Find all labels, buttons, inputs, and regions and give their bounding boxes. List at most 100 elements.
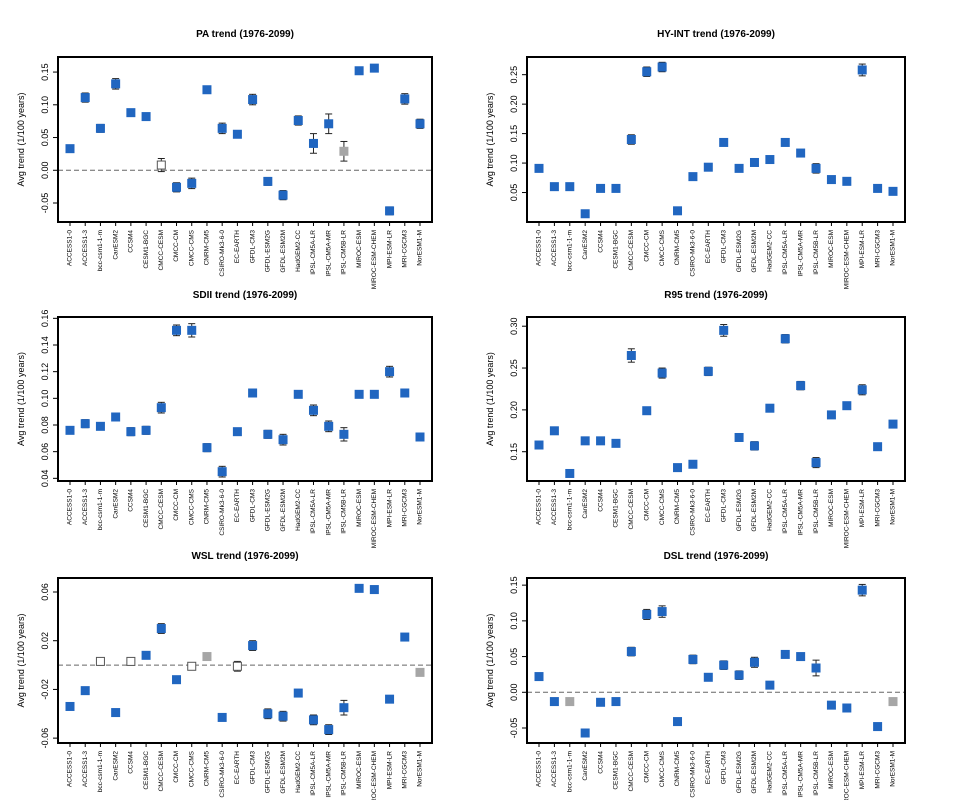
x-tick-label: ACCESS1-0 (536, 751, 543, 788)
x-tick-label: MPI-ESM-LR (386, 230, 393, 269)
x-tick-label: EC-EARTH (234, 489, 241, 522)
x-tick-label: CMCC-CM (643, 230, 650, 262)
point (626, 135, 636, 144)
point (796, 148, 806, 158)
y-tick-label: 0.12 (40, 363, 50, 381)
point (703, 162, 713, 172)
point (126, 427, 136, 437)
point (415, 119, 425, 129)
point (534, 672, 544, 682)
x-tick-label: IPSL-CM5B-LR (813, 751, 820, 796)
point (780, 334, 790, 344)
point (339, 703, 349, 713)
point (842, 401, 852, 411)
point (811, 163, 821, 173)
y-tick-label: 0.08 (40, 416, 50, 434)
x-tick-label: MRI-CGCM3 (402, 230, 409, 268)
point (749, 441, 759, 451)
x-tick-label: CMCC-CESM (158, 230, 165, 270)
x-tick-label: IPSL-CM5A-LR (782, 751, 789, 796)
x-tick-label: IPSL-CM5A-MR (325, 489, 332, 536)
point (534, 163, 544, 173)
x-tick-label: bcc-csm1-1-m (97, 489, 104, 530)
point (111, 412, 121, 422)
y-tick-label: 0.05 (509, 648, 519, 666)
chart-title: SDII trend (1976-2099) (193, 290, 298, 301)
x-tick-label: GFDL-CM3 (720, 751, 727, 785)
point (719, 325, 729, 335)
point (232, 427, 242, 437)
x-tick-label: GFDL-CM3 (720, 230, 727, 264)
x-tick-label: NorESM1-M (417, 489, 424, 525)
y-tick-label: 0.25 (509, 359, 519, 377)
chart-title: HY-INT trend (1976-2099) (657, 29, 775, 40)
x-tick-label: IPSL-CM5B-LR (341, 230, 348, 275)
point (278, 711, 288, 721)
point (95, 421, 105, 431)
y-tick-label: 0.05 (509, 184, 519, 202)
x-tick-label: CanESM2 (112, 230, 119, 260)
y-tick-label: 0.10 (509, 612, 519, 630)
y-tick-label: 0.10 (40, 390, 50, 408)
point (734, 163, 744, 173)
x-tick-label: CSIRO-Mk3-6-0 (219, 751, 226, 798)
x-tick-label: CESM1-BGC (143, 230, 150, 269)
x-tick-label: CSIRO-Mk3-6-0 (219, 230, 226, 277)
x-tick-label: ACCESS1-3 (82, 751, 89, 788)
point (673, 206, 683, 216)
x-tick-label: MPI-ESM-LR (859, 751, 866, 790)
x-tick-label: CSIRO-Mk3-6-0 (690, 489, 697, 536)
x-tick-label: CNRM-CM5 (204, 489, 211, 525)
plot-frame (57, 316, 433, 482)
y-axis-label: Avg trend (1/100 years) (485, 93, 495, 187)
point (642, 67, 652, 77)
y-tick-label: 0.00 (40, 162, 50, 180)
point (719, 660, 729, 670)
y-axis-label: Avg trend (1/100 years) (16, 614, 26, 708)
point (400, 94, 410, 104)
point (354, 583, 364, 593)
x-tick-label: ACCESS1-0 (67, 751, 74, 788)
point (415, 667, 425, 677)
point (111, 708, 121, 718)
point (141, 425, 151, 435)
x-tick-label: ACCESS1-3 (551, 751, 558, 788)
x-tick-label: ACCESS1-0 (67, 230, 74, 267)
y-axis-label: Avg trend (1/100 years) (16, 352, 26, 446)
x-tick-label: CNRM-CM5 (674, 751, 681, 787)
point (673, 717, 683, 727)
point (339, 429, 349, 439)
point (278, 190, 288, 200)
point (80, 686, 90, 696)
x-tick-label: IPSL-CM5B-LR (813, 230, 820, 275)
x-tick-label: CNRM-CM5 (674, 489, 681, 525)
point (826, 410, 836, 420)
point (324, 725, 334, 735)
x-tick-label: ACCESS1-3 (82, 230, 89, 267)
x-tick-label: GFDL-ESM2G (736, 489, 743, 531)
point (596, 697, 606, 707)
y-tick-label: 0.20 (509, 95, 519, 113)
x-tick-label: CCSM4 (597, 230, 604, 253)
chart-title: PA trend (1976-2099) (196, 29, 294, 40)
x-tick-label: ACCESS1-3 (82, 489, 89, 526)
y-tick-label: 0.02 (40, 632, 50, 650)
x-tick-label: GFDL-ESM2M (280, 751, 287, 794)
point (65, 144, 75, 154)
x-tick-label: IPSL-CM5A-MR (797, 751, 804, 798)
point (415, 432, 425, 442)
y-tick-label: 0.10 (40, 96, 50, 114)
point (826, 700, 836, 710)
x-tick-label: GFDL-ESM2G (736, 230, 743, 272)
x-tick-label: CanESM2 (582, 230, 589, 260)
x-tick-label: IPSL-CM5A-MR (325, 230, 332, 277)
point (565, 697, 575, 707)
point (780, 137, 790, 147)
point (657, 62, 667, 72)
x-tick-label: GFDL-CM3 (249, 230, 256, 264)
plot-frame (57, 56, 433, 223)
x-tick-label: MPI-ESM-LR (386, 751, 393, 790)
point (580, 209, 590, 219)
point (293, 688, 303, 698)
point (796, 652, 806, 662)
